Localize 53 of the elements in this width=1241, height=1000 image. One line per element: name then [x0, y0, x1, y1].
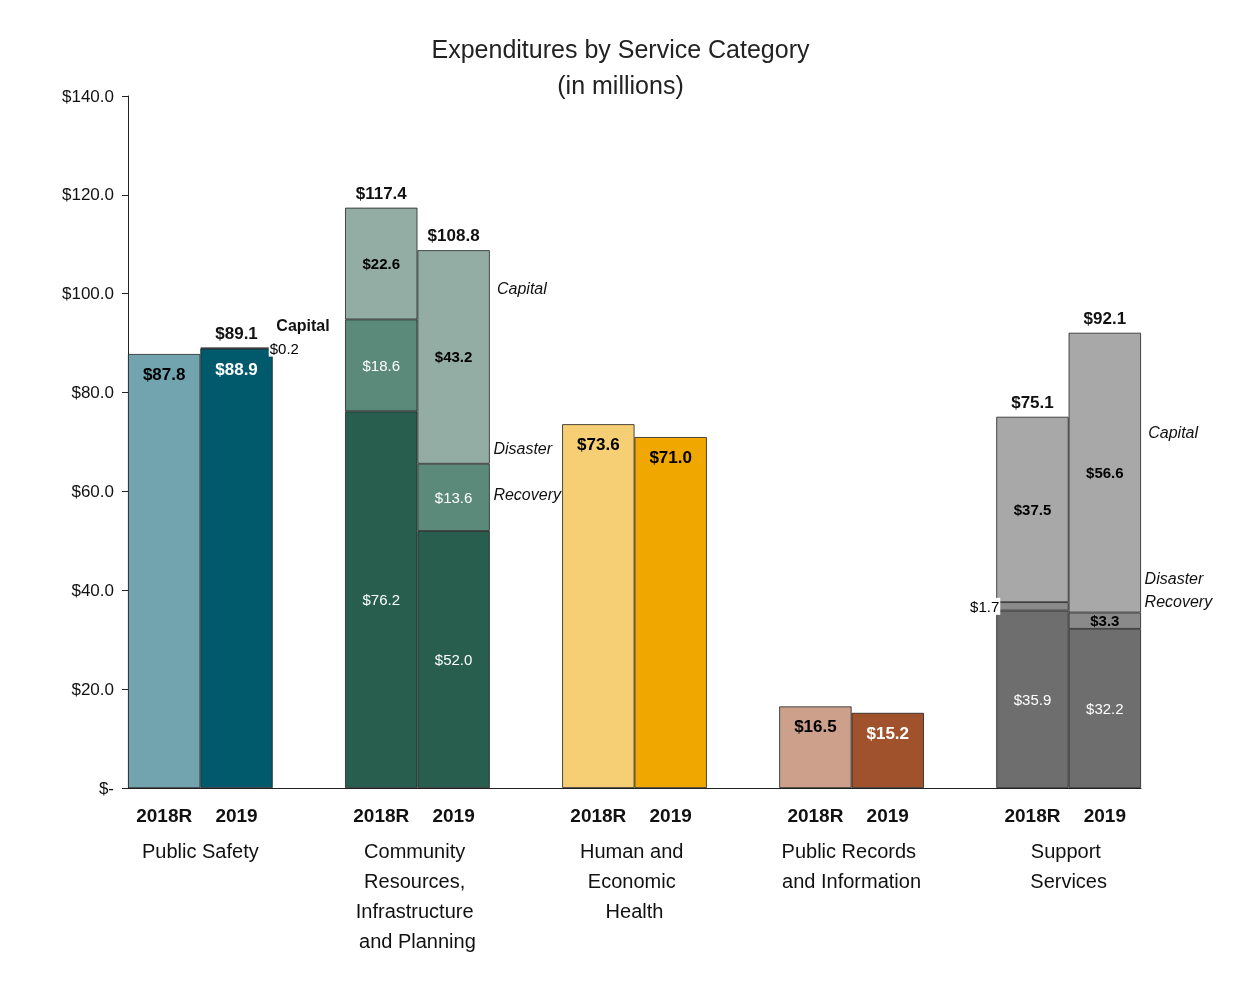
data-label: $13.6 — [434, 488, 473, 506]
data-label: $43.2 — [434, 348, 473, 366]
data-label: $3.3 — [1090, 612, 1120, 630]
total-label: $117.4 — [355, 183, 408, 203]
data-label: $0.2 — [269, 339, 299, 357]
text: Disaster Recovery — [1144, 570, 1214, 611]
x-tick-label: 2019 — [866, 805, 909, 826]
data-label: $32.2 — [1086, 699, 1124, 717]
total-label: $92.1 — [1083, 308, 1127, 328]
text: Human and Economic Health — [580, 840, 689, 922]
data-label: $87.8 — [142, 365, 186, 385]
x-tick-label: 2018R — [1004, 805, 1061, 826]
y-tick-label: $40.0 — [71, 580, 114, 600]
x-tick-label: 2019 — [649, 805, 692, 826]
data-label: $22.6 — [362, 255, 401, 273]
text: Public Safety — [141, 840, 259, 862]
y-tick-label: $80.0 — [71, 383, 114, 403]
x-tick-label: 2018R — [570, 805, 627, 826]
text: Community Resources, Infrastructure and Planning — [355, 840, 480, 952]
annotation: Capital — [276, 317, 330, 335]
y-tick-label: $100.0 — [62, 284, 114, 304]
x-tick-label: 2019 — [215, 805, 258, 826]
x-tick-label: 2018R — [787, 805, 844, 826]
x-tick-label: 2019 — [432, 805, 475, 826]
data-label: $16.5 — [794, 717, 837, 737]
text: Capital — [1148, 423, 1199, 441]
x-tick-label: 2018R — [353, 805, 410, 826]
text: Disaster Recovery — [493, 440, 561, 504]
x-tick-label: 2019 — [1083, 805, 1126, 826]
data-label: $52.0 — [434, 650, 473, 668]
data-label: $76.2 — [362, 591, 401, 609]
y-tick-label: $20.0 — [71, 679, 114, 699]
data-label: $15.2 — [866, 723, 910, 743]
data-label: $88.9 — [215, 359, 258, 379]
text: Support Services — [1030, 840, 1107, 892]
data-label: $35.9 — [1013, 690, 1052, 708]
total-label: $75.1 — [1011, 392, 1054, 412]
x-tick-label: 2018R — [136, 805, 193, 826]
total-label: $108.8 — [427, 226, 480, 246]
y-tick-label: $60.0 — [71, 481, 114, 501]
annotation: Capital — [497, 280, 548, 298]
data-label: $18.6 — [362, 356, 401, 374]
y-tick-label: $120.0 — [62, 185, 114, 205]
total-label: $89.1 — [215, 323, 258, 343]
data-label: $73.6 — [577, 435, 620, 455]
data-label: $56.6 — [1086, 464, 1124, 482]
y-tick-label: $140.0 — [62, 86, 114, 106]
y-tick-label: $- — [98, 778, 114, 798]
text: Public Records and Information — [781, 840, 922, 892]
chart-title: Expenditures by Service Category (in millions) — [431, 35, 810, 99]
data-label: $1.7 — [970, 597, 1000, 615]
data-label: $71.0 — [649, 448, 692, 468]
data-label: $37.5 — [1013, 500, 1052, 518]
